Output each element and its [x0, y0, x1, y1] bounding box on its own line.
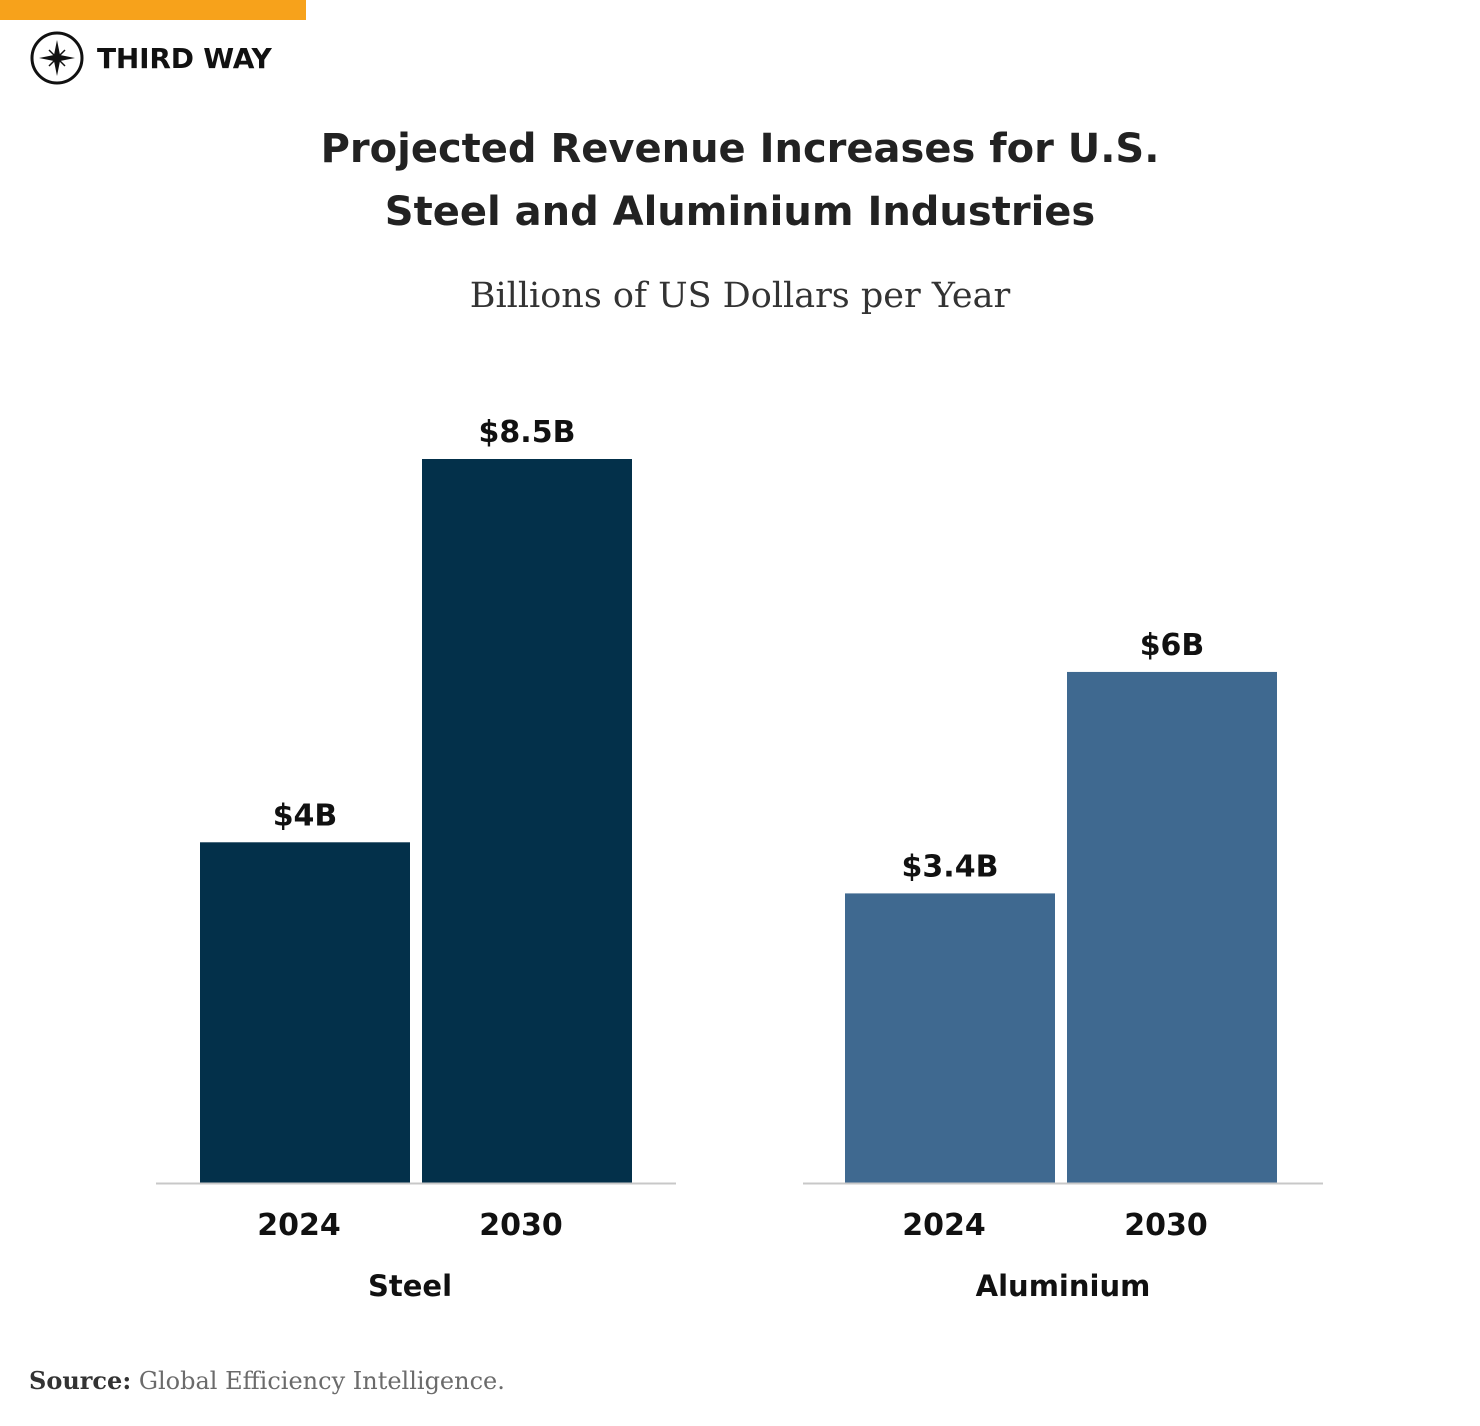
bar-steel-2024 — [200, 842, 410, 1183]
chart-title-line-2: Steel and Aluminium Industries — [384, 189, 1096, 235]
bar-steel-2030 — [422, 459, 632, 1183]
tick-label-steel-2030: 2030 — [479, 1208, 563, 1243]
data-label-steel-2024: $4B — [273, 798, 338, 833]
chart-title: Projected Revenue Increases for U.S. Ste… — [240, 118, 1240, 244]
source-label: Source: — [29, 1366, 132, 1395]
source-text: Global Efficiency Intelligence. — [138, 1367, 505, 1395]
brand-accent-bar — [0, 0, 306, 20]
brand-logo: THIRD WAY — [29, 30, 272, 86]
chart-title-line-1: Projected Revenue Increases for U.S. — [320, 126, 1160, 172]
tick-label-steel-2024: 2024 — [257, 1208, 341, 1243]
data-label-aluminium-2024: $3.4B — [902, 849, 999, 884]
tick-label-aluminium-2030: 2030 — [1124, 1208, 1208, 1243]
brand-name: THIRD WAY — [97, 41, 272, 75]
tick-label-aluminium-2024: 2024 — [902, 1208, 986, 1243]
compass-star-icon — [30, 31, 84, 85]
bar-chart: $4B 2024 $8.5B 2030 Steel $3.4B 2024 $6B 2030 Alu… — [156, 415, 1323, 1303]
group-label-aluminium: Aluminium — [976, 1269, 1151, 1303]
group-label-steel: Steel — [368, 1269, 452, 1303]
bar-aluminium-2024 — [845, 893, 1055, 1183]
data-label-aluminium-2030: $6B — [1140, 628, 1205, 663]
bar-aluminium-2030 — [1067, 671, 1277, 1183]
data-label-steel-2030: $8.5B — [479, 415, 576, 450]
chart-subtitle: Billions of US Dollars per Year — [469, 276, 1011, 316]
source-note: Source: Global Efficiency Intelligence. — [29, 1366, 505, 1395]
